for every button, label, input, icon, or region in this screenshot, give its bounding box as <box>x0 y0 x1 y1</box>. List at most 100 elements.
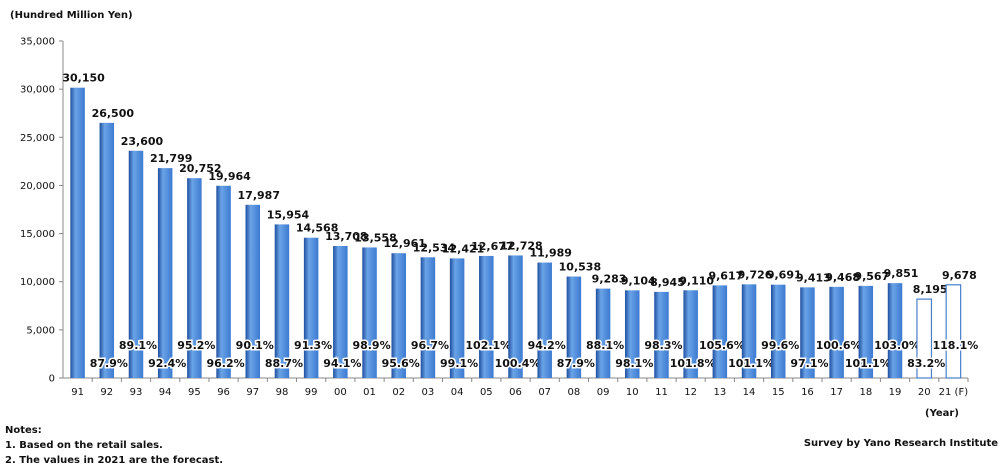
data-value-label: 15,954 <box>267 208 310 221</box>
y-tick-label: 10,000 <box>20 277 55 288</box>
data-value-label: 20,752 <box>179 162 221 175</box>
data-value-label: 9,104 <box>621 274 656 287</box>
data-value-label: 12,961 <box>383 237 425 250</box>
data-value-label: 11,989 <box>529 247 571 260</box>
bar <box>99 122 115 378</box>
bar <box>566 276 582 378</box>
x-tick-label: 11 <box>655 387 668 398</box>
x-tick-label: 14 <box>743 387 756 398</box>
y-tick-label: 35,000 <box>20 37 55 48</box>
data-value-label: 26,500 <box>92 107 135 120</box>
bar <box>508 255 523 378</box>
x-tick-label: 98 <box>276 387 289 398</box>
data-value-label: 12,421 <box>442 242 484 255</box>
x-tick-label: 16 <box>801 387 814 398</box>
bar <box>128 150 144 378</box>
data-value-label: 17,987 <box>238 189 280 202</box>
x-tick-label: 09 <box>597 387 610 398</box>
x-tick-label: 97 <box>246 387 259 398</box>
yoy-percent-label: 101.1% <box>728 357 774 370</box>
y-axis-unit-label: (Hundred Million Yen) <box>10 10 133 21</box>
x-tick-label: 10 <box>626 387 639 398</box>
x-tick-label: 20 <box>918 387 931 398</box>
data-value-label: 12,677 <box>471 240 513 253</box>
x-tick-label: 15 <box>772 387 785 398</box>
yoy-percent-label: 89.1% <box>119 339 157 352</box>
yoy-percent-label: 101.8% <box>670 357 716 370</box>
x-tick-label: 02 <box>392 387 405 398</box>
x-tick-label: 92 <box>100 387 113 398</box>
bar <box>70 87 85 378</box>
y-tick-label: 25,000 <box>20 133 55 144</box>
bar <box>420 257 436 378</box>
x-tick-label: 19 <box>889 387 902 398</box>
yoy-percent-label: 88.7% <box>265 357 303 370</box>
yoy-percent-label: 103.0% <box>874 339 920 352</box>
data-value-label: 12,534 <box>413 241 456 254</box>
data-value-label: 9,110 <box>679 274 714 287</box>
data-value-label: 13,708 <box>325 230 367 243</box>
bar <box>595 288 611 378</box>
source-credit: Survey by Yano Research Institute <box>803 438 998 449</box>
yoy-percent-label: 100.6% <box>816 339 862 352</box>
bar <box>770 284 786 378</box>
x-tick-label: 93 <box>130 387 143 398</box>
bar <box>303 237 319 378</box>
data-value-label: 12,728 <box>500 239 542 252</box>
yoy-percent-label: 91.3% <box>294 339 332 352</box>
x-tick-label: 12 <box>684 387 697 398</box>
bar <box>654 291 669 378</box>
yoy-percent-label: 102.1% <box>465 339 511 352</box>
bar <box>741 284 757 378</box>
yoy-percent-label: 98.1% <box>615 357 653 370</box>
data-value-label: 9,617 <box>708 269 743 282</box>
data-value-label: 9,691 <box>767 269 802 282</box>
yoy-percent-label: 98.3% <box>644 339 682 352</box>
x-tick-label: 91 <box>71 387 84 398</box>
y-tick-label: 15,000 <box>20 229 55 240</box>
y-tick-label: 5,000 <box>26 325 55 336</box>
x-tick-label: 21 (F) <box>939 387 969 398</box>
yoy-percent-label: 99.1% <box>440 357 478 370</box>
data-value-label: 13,558 <box>354 231 396 244</box>
yoy-percent-label: 83.2% <box>907 357 945 370</box>
bar <box>625 290 640 378</box>
bar <box>362 247 377 378</box>
y-tick-label: 20,000 <box>20 181 55 192</box>
data-value-label: 30,150 <box>62 72 105 85</box>
data-value-label: 23,600 <box>121 135 164 148</box>
x-tick-label: 04 <box>451 387 464 398</box>
notes-title: Notes: <box>5 425 42 436</box>
x-axis-year-label: (Year) <box>925 408 959 419</box>
x-tick-label: 96 <box>217 387 230 398</box>
data-value-label: 9,567 <box>854 270 889 283</box>
data-value-label: 9,468 <box>825 271 860 284</box>
data-value-label: 9,678 <box>942 269 977 282</box>
bar <box>829 286 844 378</box>
yoy-percent-label: 92.4% <box>148 357 186 370</box>
bar <box>333 246 348 378</box>
x-tick-label: 95 <box>188 387 201 398</box>
bar <box>916 298 933 379</box>
yoy-percent-label: 94.1% <box>323 357 361 370</box>
data-value-label: 9,726 <box>738 268 773 281</box>
yoy-percent-label: 118.1% <box>932 339 978 352</box>
x-tick-label: 17 <box>830 387 843 398</box>
bar <box>858 285 874 378</box>
bar <box>683 290 698 378</box>
x-tick-label: 08 <box>568 387 581 398</box>
bar <box>712 285 728 378</box>
data-value-label: 9,851 <box>884 267 919 280</box>
yoy-percent-label: 105.6% <box>699 339 745 352</box>
bar <box>479 255 494 378</box>
bar <box>157 168 173 378</box>
bar <box>800 287 815 378</box>
note-2: 2. The values in 2021 are the forecast. <box>5 455 224 466</box>
bar <box>187 178 202 378</box>
x-tick-label: 06 <box>509 387 522 398</box>
bar <box>391 253 406 378</box>
bar <box>274 224 290 378</box>
yoy-percent-label: 96.2% <box>206 357 244 370</box>
x-tick-label: 00 <box>334 387 347 398</box>
x-tick-label: 03 <box>422 387 435 398</box>
